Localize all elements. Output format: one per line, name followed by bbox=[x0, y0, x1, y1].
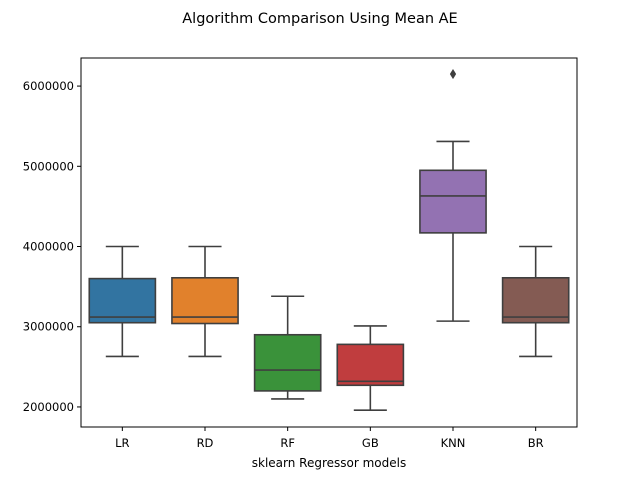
box-gb bbox=[336, 325, 405, 411]
box-rf bbox=[253, 295, 322, 400]
box-br bbox=[501, 245, 570, 358]
x-tick-label: KNN bbox=[441, 436, 466, 450]
y-tick-label: 4000000 bbox=[23, 240, 74, 254]
x-tick-label: RF bbox=[280, 436, 295, 450]
box-body bbox=[88, 277, 157, 324]
box-knn bbox=[419, 68, 487, 322]
x-tick-label: GB bbox=[362, 436, 379, 450]
boxes-layer bbox=[88, 68, 570, 411]
box-rd bbox=[171, 245, 239, 358]
y-axis: 2000000 3000000 4000000 5000000 6000000 bbox=[23, 79, 81, 414]
box-body bbox=[501, 276, 570, 324]
y-tick-label: 6000000 bbox=[23, 79, 74, 93]
x-axis: LR RD RF GB KNN BR bbox=[115, 427, 544, 450]
box-body bbox=[419, 169, 487, 234]
y-tick-label: 5000000 bbox=[23, 159, 74, 173]
x-axis-label: sklearn Regressor models bbox=[252, 456, 406, 470]
x-tick-label: LR bbox=[115, 436, 129, 450]
plot-frame bbox=[80, 57, 578, 428]
chart-title: Algorithm Comparison Using Mean AE bbox=[182, 11, 457, 27]
x-tick-label: BR bbox=[528, 436, 544, 450]
y-tick-label: 3000000 bbox=[23, 320, 74, 334]
x-tick-label: RD bbox=[197, 436, 214, 450]
box-body bbox=[253, 333, 322, 392]
box-lr bbox=[88, 245, 157, 358]
box-body bbox=[336, 343, 405, 387]
y-tick-label: 2000000 bbox=[23, 400, 74, 414]
outlier-point bbox=[449, 68, 457, 80]
box-body bbox=[171, 276, 239, 325]
